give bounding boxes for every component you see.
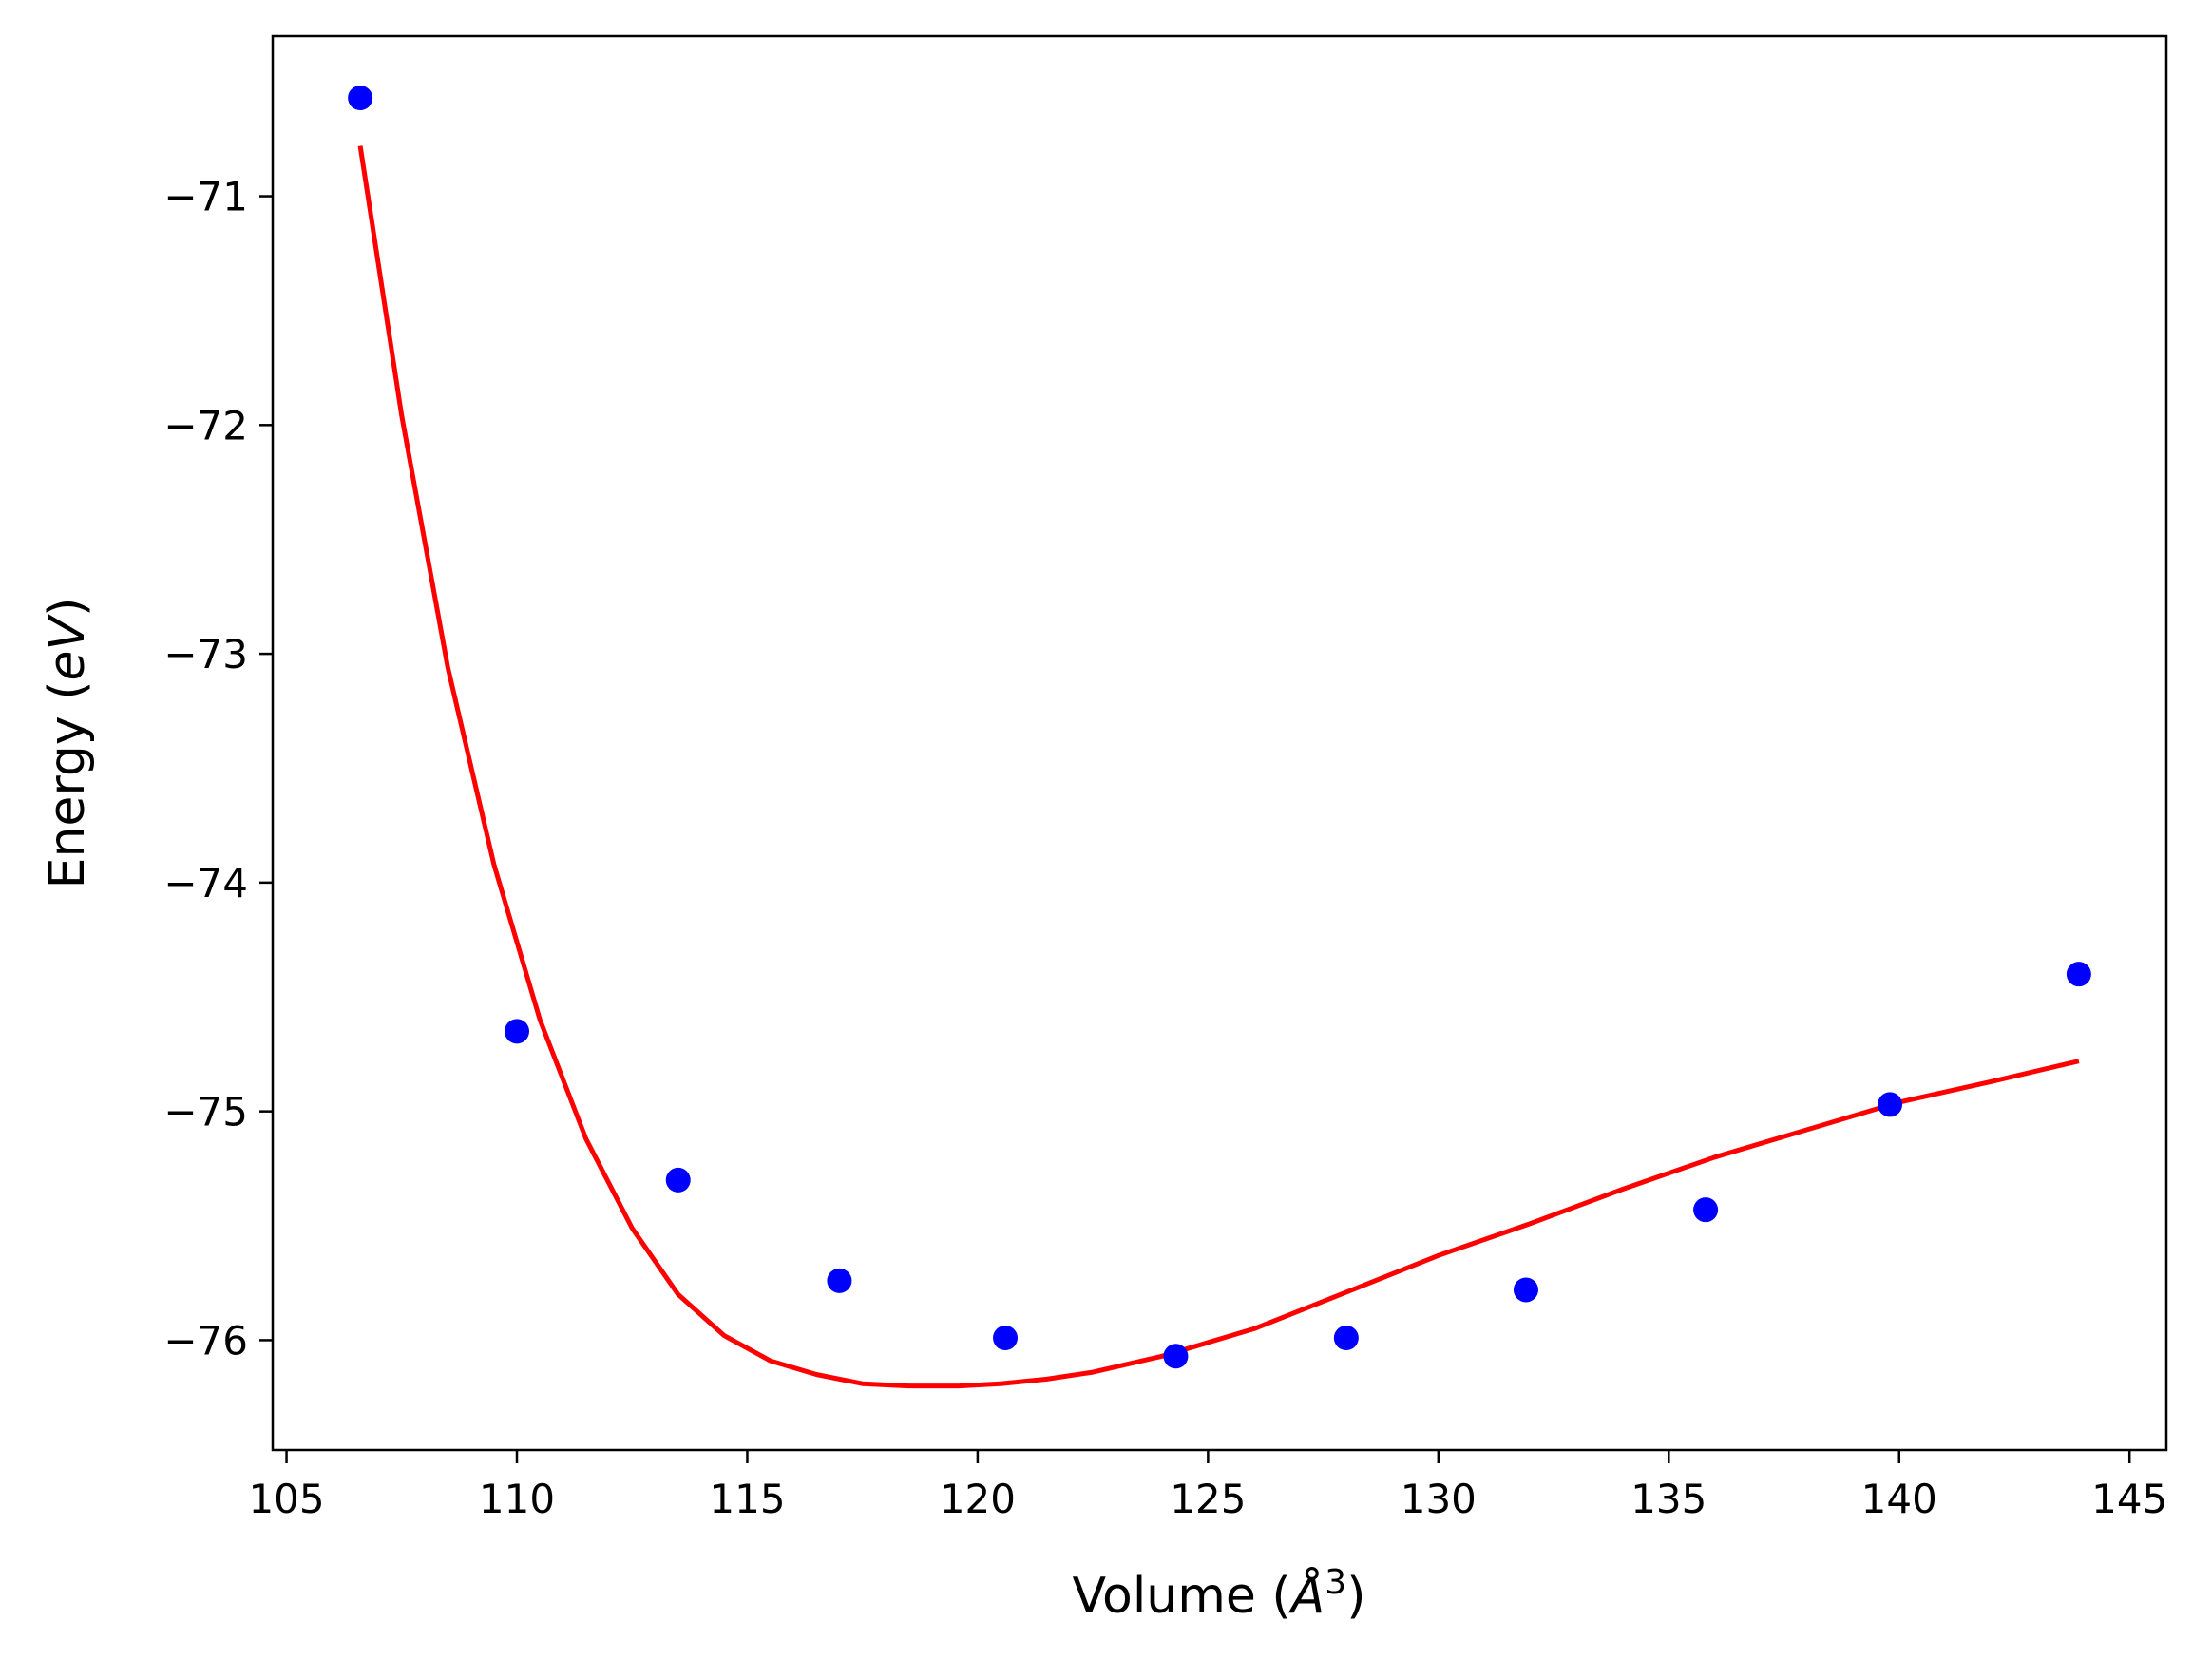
y-tick-label: −72 bbox=[163, 402, 248, 448]
x-tick-label: 140 bbox=[1861, 1476, 1937, 1522]
plot-frame bbox=[271, 34, 2168, 1452]
data-point bbox=[665, 1167, 691, 1193]
y-axis-label: Energy (eV) bbox=[39, 598, 96, 889]
data-point bbox=[2066, 962, 2091, 987]
plot-content bbox=[348, 86, 2091, 1389]
x-tick-label: 130 bbox=[1401, 1476, 1477, 1522]
data-point bbox=[1878, 1092, 1903, 1117]
data-point bbox=[827, 1268, 852, 1293]
y-axis-ticks: −76 −75 −74 −73 −72 −71 bbox=[163, 174, 273, 1364]
y-tick-label: −75 bbox=[163, 1089, 248, 1135]
y-tick-label: −71 bbox=[163, 174, 248, 220]
y-tick-label: −74 bbox=[163, 860, 248, 906]
y-tick-label: −73 bbox=[163, 631, 248, 677]
x-tick-label: 105 bbox=[248, 1476, 324, 1522]
x-axis-ticks: 105 110 115 120 125 130 135 140 145 bbox=[248, 1450, 2167, 1522]
x-tick-label: 135 bbox=[1630, 1476, 1707, 1522]
x-tick-label: 125 bbox=[1170, 1476, 1246, 1522]
data-point bbox=[993, 1326, 1019, 1351]
x-tick-label: 120 bbox=[940, 1476, 1016, 1522]
data-point bbox=[505, 1019, 530, 1044]
data-point bbox=[1693, 1197, 1719, 1223]
data-point bbox=[348, 86, 373, 111]
data-point bbox=[1333, 1326, 1359, 1351]
x-tick-label: 145 bbox=[2091, 1476, 2167, 1522]
fit-curve bbox=[357, 145, 2080, 1389]
y-tick-label: −76 bbox=[163, 1317, 248, 1364]
data-point bbox=[1513, 1277, 1538, 1303]
x-tick-label: 115 bbox=[709, 1476, 785, 1522]
x-axis-label: Volume (Å3) bbox=[1073, 1563, 1366, 1625]
data-point bbox=[1163, 1344, 1189, 1369]
x-tick-label: 110 bbox=[479, 1476, 555, 1522]
